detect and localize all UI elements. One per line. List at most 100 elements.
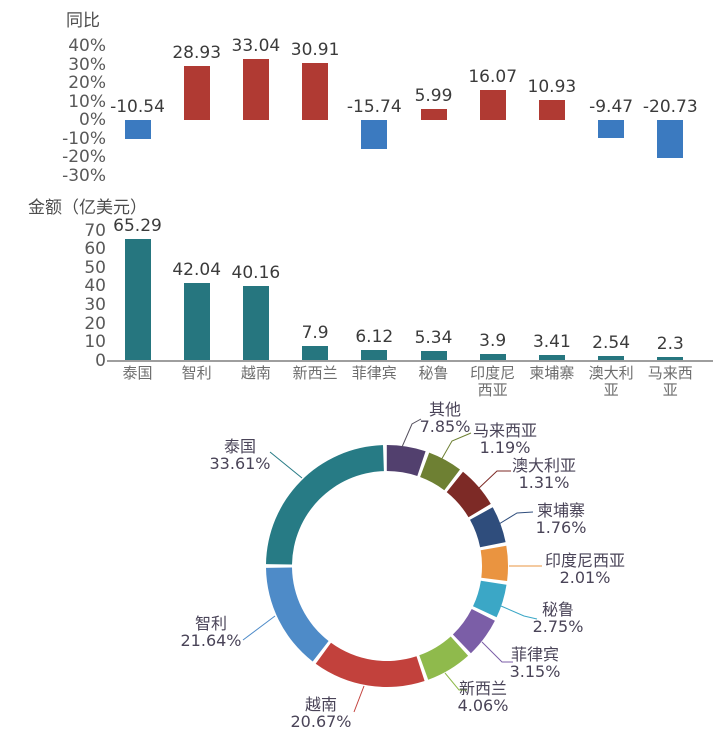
donut-label: 柬埔寨 1.76% [536, 502, 587, 536]
donut-slice [386, 444, 426, 476]
bar-value-label: 10.93 [527, 76, 577, 97]
bar [420, 108, 447, 120]
donut-slice [266, 445, 384, 565]
bar-value-label: -15.74 [346, 97, 402, 117]
bar [124, 239, 151, 361]
donut-label-name: 越南 [304, 695, 338, 714]
donut-leader-line [477, 470, 511, 490]
y-tick-label: 40% [68, 36, 106, 56]
donut-label-pct: 7.85% [419, 417, 471, 436]
bar-value-label: -10.54 [110, 97, 165, 117]
bar-value-label: 3.41 [532, 331, 571, 352]
bar [598, 356, 625, 361]
bar-value-label: 2.3 [656, 333, 684, 354]
y-tick-label: 60 [84, 239, 106, 260]
donut-label-pct: 20.67% [290, 712, 352, 730]
bar [420, 351, 447, 361]
donut-label-pct: 1.76% [535, 518, 587, 537]
donut-slice [446, 471, 491, 518]
donut-label-pct: 2.75% [532, 617, 584, 636]
bar-value-label: 3.9 [479, 330, 507, 351]
donut-label: 澳大利亚 1.31% [512, 457, 576, 491]
bar [479, 353, 506, 361]
donut-label: 泰国 33.61% [209, 438, 270, 472]
donut-leader-line [242, 615, 276, 641]
donut-label: 智利 21.64% [180, 615, 241, 649]
bar-value-label: -9.47 [589, 97, 634, 117]
y-tick-label: 30 [84, 295, 106, 316]
bar [124, 120, 151, 140]
bar-value-label: 7.9 [301, 323, 329, 344]
bar-value-label: -20.73 [642, 97, 698, 117]
bar-value-label: 6.12 [355, 326, 394, 347]
donut-label-name: 泰国 [223, 437, 257, 456]
y-tick-label: -20% [62, 147, 106, 167]
bar [361, 120, 388, 150]
donut-label-name: 其他 [428, 400, 462, 419]
donut-slice [266, 567, 329, 662]
y-tick-label: 40 [84, 276, 106, 297]
category-label: 柬埔寨 [529, 364, 575, 382]
donut-label-name: 菲律宾 [510, 645, 560, 664]
donut-slice [473, 580, 507, 618]
yoy-bar-chart: 同比 40% 30% 20% 10% 0% -10% -20% -30% -10.54 28.9… [0, 0, 721, 190]
donut-leader-line [498, 511, 534, 525]
donut-label-name: 秘鲁 [541, 600, 575, 619]
category-label: 新西兰 [292, 364, 338, 382]
y-tick-label: 70 [84, 220, 106, 241]
donut-leader-line [269, 451, 303, 479]
bar-value-label: 5.34 [414, 328, 453, 349]
y-tick-label: 20 [84, 313, 106, 334]
y-tick-label: -30% [62, 165, 106, 186]
bar-value-label: 65.29 [113, 216, 162, 237]
category-label: 泰国 [122, 364, 153, 382]
donut-label: 其他 7.85% [420, 401, 471, 435]
donut-leader-line [481, 641, 513, 663]
y-tick-label: 0% [79, 110, 106, 130]
bar [302, 346, 329, 361]
donut-leader-line [439, 432, 472, 463]
bar [183, 66, 210, 120]
y-tick-label: 10 [84, 332, 106, 353]
bar-value-label: 30.91 [290, 39, 340, 60]
y-tick-label: -10% [62, 128, 106, 149]
donut-label-name: 新西兰 [458, 679, 508, 698]
bar [479, 90, 506, 120]
y-tick-label: 50 [84, 257, 106, 278]
donut-leader-line [500, 605, 538, 620]
donut-slice [420, 452, 460, 491]
donut-label: 菲律宾 3.15% [510, 646, 561, 680]
bar [657, 356, 684, 361]
donut-slice [470, 507, 506, 548]
bar [361, 349, 388, 361]
donut-leader-line [401, 418, 422, 448]
donut-slice [419, 636, 469, 680]
bar [183, 282, 210, 361]
donut-label-pct: 21.64% [180, 631, 242, 650]
donut-label-pct: 2.01% [559, 568, 611, 587]
bar-value-label: 2.54 [592, 333, 631, 354]
donut-label-pct: 1.31% [518, 473, 570, 492]
donut-slice [315, 642, 425, 688]
bar [242, 58, 269, 120]
donut-label-pct: 4.06% [457, 696, 509, 715]
bar [657, 120, 684, 159]
bar-value-label: 33.04 [231, 35, 281, 56]
y-tick-label: 30% [68, 54, 106, 75]
y-tick-label: 10% [68, 91, 106, 112]
yoy-chart-title: 同比 [66, 11, 100, 31]
donut-label-pct: 1.19% [479, 438, 531, 457]
bar [302, 62, 329, 120]
category-label: 越南 [240, 364, 271, 382]
category-label: 秘鲁 [418, 364, 449, 382]
donut-label: 秘鲁 2.75% [533, 601, 584, 635]
amount-chart-title: 金额（亿美元） [28, 198, 147, 218]
donut-label-name: 柬埔寨 [536, 501, 586, 520]
donut-label-name: 马来西亚 [472, 421, 538, 440]
donut-label-pct: 33.61% [209, 454, 271, 473]
amount-bar-chart: 金额（亿美元） [0, 190, 721, 400]
donut-label: 新西兰 4.06% [458, 680, 509, 714]
donut-label-name: 澳大利亚 [511, 456, 577, 475]
y-tick-label: 20% [68, 73, 106, 93]
